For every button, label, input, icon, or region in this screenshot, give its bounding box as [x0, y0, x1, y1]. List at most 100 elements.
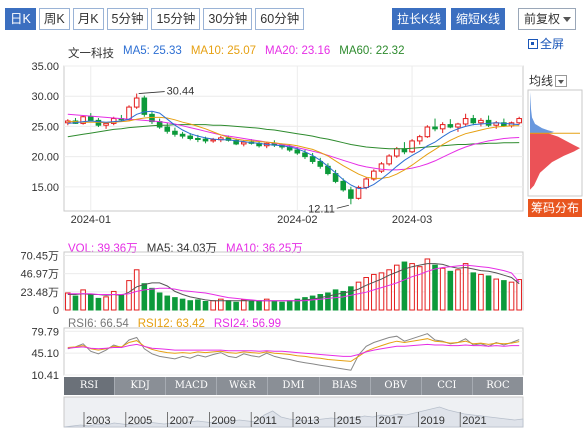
volume-bar: [325, 292, 331, 311]
annotation-pointer: [138, 91, 165, 94]
volume-bar: [118, 294, 125, 311]
chip-ma-select[interactable]: 均线: [529, 72, 568, 89]
rsi-lines: [67, 333, 520, 371]
volume-bar: [149, 287, 155, 311]
volume-ma-lines: [67, 263, 520, 302]
ma5-value: MA5: 25.33: [123, 45, 182, 57]
ma20-value: MA20: 23.16: [265, 45, 331, 57]
candle-body: [302, 152, 308, 158]
volume-bar: [348, 286, 354, 311]
indicator-tab-wr[interactable]: W&R: [217, 377, 269, 395]
price-tick-label: 15.00: [31, 182, 59, 194]
volume-bar: [110, 290, 117, 311]
volume-bar: [401, 261, 408, 311]
indicator-tabs: RSI KDJ MACD W&R DMI BIAS OBV CCI ROC: [64, 377, 523, 395]
volume-bar: [172, 297, 178, 311]
lengthen-kline-button[interactable]: 拉长K线: [392, 8, 447, 30]
rsi12-value: RSI12: 63.42: [137, 318, 205, 330]
indicator-tab-rsi[interactable]: RSI: [64, 377, 116, 395]
candle-body: [233, 139, 239, 145]
candle-body: [294, 149, 301, 154]
volume-tick-label: 23.48万: [20, 287, 59, 299]
price-tick-label: 25.00: [31, 121, 59, 133]
volume-bar: [493, 278, 500, 311]
ma20-line: [67, 113, 520, 171]
ma-lines: [67, 110, 520, 190]
chip-profit-area: [530, 92, 554, 134]
candle-body: [164, 126, 171, 132]
volume-bar: [256, 300, 262, 311]
timeline-year-label: 2005: [128, 415, 152, 427]
candle-body: [355, 186, 362, 199]
price-y-axis: 35.00 30.00 25.00 20.00 15.00: [31, 61, 59, 194]
adjust-select[interactable]: 前复权: [518, 8, 576, 30]
volume-tick-label: 46.97万: [20, 269, 59, 281]
rsi24-value: RSI24: 56.99: [213, 318, 282, 330]
indicator-tab-dmi[interactable]: DMI: [268, 377, 320, 395]
indicator-tab-kdj[interactable]: KDJ: [115, 377, 167, 395]
indicator-tab-cci[interactable]: CCI: [422, 377, 473, 395]
volume-bar: [103, 296, 109, 311]
volume-bar: [87, 294, 94, 311]
price-tick-label: 35.00: [31, 61, 59, 73]
price-tick-label: 30.00: [31, 91, 59, 103]
candle-body: [195, 138, 201, 140]
candle-body: [424, 126, 431, 138]
chip-distribution-button[interactable]: 筹码分布: [528, 199, 582, 217]
rsi-tick-label: 79.79: [31, 326, 59, 338]
rsi-y-axis: 79.79 45.10 10.41: [31, 326, 523, 382]
tab-monthly-k[interactable]: 月K: [72, 8, 104, 30]
tab-5min[interactable]: 5分钟: [106, 8, 149, 30]
candle-body: [470, 118, 477, 124]
volume-bar: [432, 264, 438, 311]
volume-bar: [225, 300, 232, 311]
indicator-tab-roc[interactable]: ROC: [486, 380, 510, 391]
price-x-tick-label: 2024-01: [71, 214, 111, 226]
fullscreen-button[interactable]: 全屏: [528, 35, 564, 52]
price-x-tick-label: 2024-02: [277, 214, 317, 226]
price-gridlines: [64, 65, 523, 211]
tab-15min[interactable]: 15分钟: [151, 8, 201, 30]
volume-bar: [455, 269, 461, 311]
rsi-legend: RSI6: 66.54 RSI12: 63.42 RSI24: 56.99: [68, 318, 290, 334]
shorten-kline-button[interactable]: 缩短K线: [451, 8, 506, 30]
volume-bar: [363, 277, 369, 311]
indicator-tab-obv[interactable]: OBV: [371, 377, 422, 395]
candle-body: [317, 160, 324, 167]
ma5-line: [67, 110, 520, 190]
volume-bars: [65, 258, 522, 311]
volume-bar: [202, 300, 209, 311]
candle-body: [179, 133, 186, 137]
volume-bar: [501, 280, 507, 311]
tab-daily-k[interactable]: 日K: [5, 8, 36, 30]
candle-body: [378, 163, 385, 172]
volume-ma10-line: [67, 264, 520, 302]
candle-body: [172, 130, 178, 135]
volume-tick-label: 0: [53, 305, 59, 317]
candle-body: [439, 124, 446, 130]
candle-body: [187, 135, 194, 139]
volume-bar: [80, 289, 86, 311]
timeline-years: 2003 2005 2007 2009 2011 2013 2015 2017 2019 2021: [83, 412, 487, 427]
tab-weekly-k[interactable]: 周K: [38, 8, 70, 30]
volume-bar: [470, 272, 477, 311]
candle-body: [348, 189, 354, 199]
tab-60min[interactable]: 60分钟: [255, 8, 305, 30]
price-x-tick-label: 2024-03: [392, 214, 432, 226]
tab-30min[interactable]: 30分钟: [203, 8, 253, 30]
volume-bar: [439, 267, 446, 311]
volume-bar: [65, 292, 71, 311]
volume-bar: [508, 281, 515, 311]
indicator-tab-macd[interactable]: MACD: [166, 377, 218, 395]
candle-body: [126, 106, 132, 121]
indicator-tab-bias[interactable]: BIAS: [320, 377, 371, 395]
timeline-year-label: 2009: [211, 415, 235, 427]
volume-bar: [371, 273, 377, 311]
volume-bar: [248, 300, 255, 311]
rsi-line-rsi12: [67, 338, 520, 362]
candle-body: [156, 121, 163, 128]
volume-bar: [279, 301, 285, 311]
candle-body: [141, 97, 148, 115]
volume-bar: [309, 295, 316, 311]
